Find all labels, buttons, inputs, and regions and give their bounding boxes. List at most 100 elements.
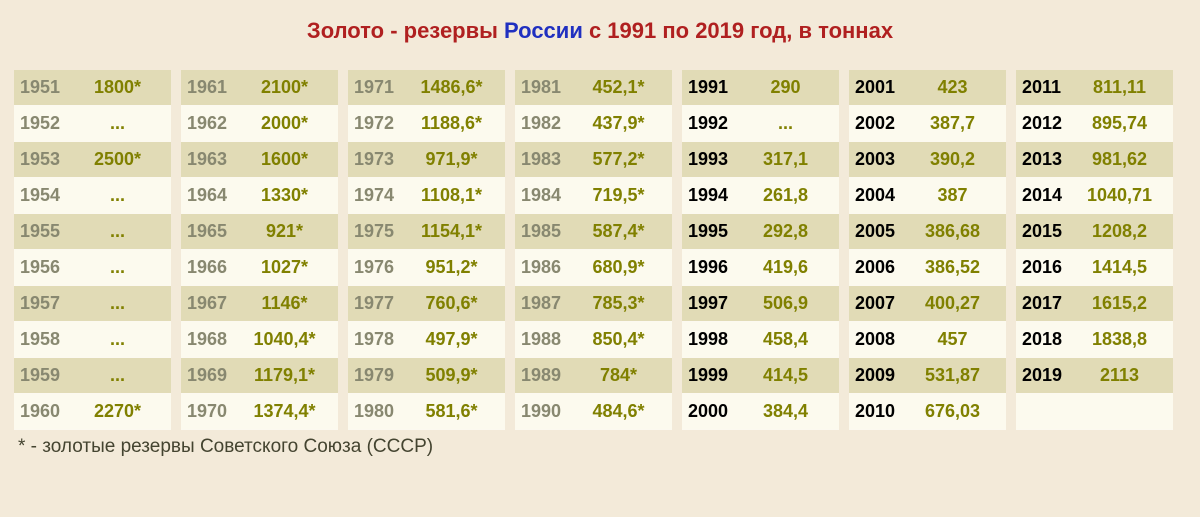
value-cell: 1108,1* bbox=[404, 185, 501, 206]
value-cell: 317,1 bbox=[738, 149, 835, 170]
data-row: 1986680,9* bbox=[515, 250, 672, 286]
year-cell: 1952 bbox=[20, 113, 70, 134]
data-row: 1976951,2* bbox=[348, 250, 505, 286]
data-row: 19681040,4* bbox=[181, 322, 338, 358]
value-cell: 971,9* bbox=[404, 149, 501, 170]
value-cell: 384,4 bbox=[738, 401, 835, 422]
data-grid: 19511800*1952...19532500*1954...1955...1… bbox=[12, 70, 1188, 430]
value-cell: 2113 bbox=[1072, 365, 1169, 386]
year-cell: 1980 bbox=[354, 401, 404, 422]
title-part2: России bbox=[504, 18, 583, 43]
value-cell: ... bbox=[70, 365, 167, 386]
data-row: 1995292,8 bbox=[682, 214, 839, 250]
data-row: 1977760,6* bbox=[348, 286, 505, 322]
data-row: 1984719,5* bbox=[515, 178, 672, 214]
year-cell: 1982 bbox=[521, 113, 571, 134]
data-row: 2009531,87 bbox=[849, 358, 1006, 394]
data-row: 19691179,1* bbox=[181, 358, 338, 394]
value-cell: 785,3* bbox=[571, 293, 668, 314]
value-cell: 400,27 bbox=[905, 293, 1002, 314]
year-cell: 1958 bbox=[20, 329, 70, 350]
data-column: 2011811,112012895,742013981,6220141040,7… bbox=[1016, 70, 1173, 430]
value-cell: 587,4* bbox=[571, 221, 668, 242]
year-cell: 2006 bbox=[855, 257, 905, 278]
year-cell: 2000 bbox=[688, 401, 738, 422]
value-cell: 1615,2 bbox=[1072, 293, 1169, 314]
value-cell: 292,8 bbox=[738, 221, 835, 242]
title-part3: с 1991 по 2019 год, в тоннах bbox=[583, 18, 893, 43]
value-cell: 414,5 bbox=[738, 365, 835, 386]
year-cell: 1991 bbox=[688, 77, 738, 98]
year-cell: 1983 bbox=[521, 149, 571, 170]
year-cell: 2016 bbox=[1022, 257, 1072, 278]
year-cell: 1998 bbox=[688, 329, 738, 350]
year-cell: 1959 bbox=[20, 365, 70, 386]
data-row: 19532500* bbox=[14, 142, 171, 178]
data-row: 1980581,6* bbox=[348, 394, 505, 430]
value-cell: 680,9* bbox=[571, 257, 668, 278]
value-cell: 981,62 bbox=[1072, 149, 1169, 170]
footnote: * - золотые резервы Советского Союза (СС… bbox=[12, 436, 1188, 458]
data-row: 1957... bbox=[14, 286, 171, 322]
year-cell: 1999 bbox=[688, 365, 738, 386]
year-cell: 2015 bbox=[1022, 221, 1072, 242]
value-cell: ... bbox=[70, 113, 167, 134]
data-row: 19511800* bbox=[14, 70, 171, 106]
data-row: 20181838,8 bbox=[1016, 322, 1173, 358]
data-row: 1990484,6* bbox=[515, 394, 672, 430]
data-row: 1994261,8 bbox=[682, 178, 839, 214]
value-cell: 386,68 bbox=[905, 221, 1002, 242]
year-cell: 1964 bbox=[187, 185, 237, 206]
data-row: 1992... bbox=[682, 106, 839, 142]
year-cell: 2007 bbox=[855, 293, 905, 314]
data-row: 1956... bbox=[14, 250, 171, 286]
value-cell: 784* bbox=[571, 365, 668, 386]
value-cell: 457 bbox=[905, 329, 1002, 350]
value-cell: 811,11 bbox=[1072, 77, 1169, 98]
value-cell: 2000* bbox=[237, 113, 334, 134]
data-row: 19701374,4* bbox=[181, 394, 338, 430]
value-cell: 497,9* bbox=[404, 329, 501, 350]
value-cell: 484,6* bbox=[571, 401, 668, 422]
data-row: 19721188,6* bbox=[348, 106, 505, 142]
year-cell: 2014 bbox=[1022, 185, 1072, 206]
data-row: 1987785,3* bbox=[515, 286, 672, 322]
year-cell: 1951 bbox=[20, 77, 70, 98]
value-cell: 531,87 bbox=[905, 365, 1002, 386]
year-cell: 1963 bbox=[187, 149, 237, 170]
data-row: 1959... bbox=[14, 358, 171, 394]
value-cell: ... bbox=[738, 113, 835, 134]
year-cell: 1965 bbox=[187, 221, 237, 242]
value-cell: 1188,6* bbox=[404, 113, 501, 134]
data-row: 2008457 bbox=[849, 322, 1006, 358]
year-cell: 2003 bbox=[855, 149, 905, 170]
data-row: 2010676,03 bbox=[849, 394, 1006, 430]
year-cell: 1992 bbox=[688, 113, 738, 134]
data-row: 2004387 bbox=[849, 178, 1006, 214]
data-column: 19612100*19622000*19631600*19641330*1965… bbox=[181, 70, 338, 430]
year-cell: 1981 bbox=[521, 77, 571, 98]
value-cell: 719,5* bbox=[571, 185, 668, 206]
year-cell: 1987 bbox=[521, 293, 571, 314]
value-cell: ... bbox=[70, 257, 167, 278]
value-cell: 1838,8 bbox=[1072, 329, 1169, 350]
data-row: 1998458,4 bbox=[682, 322, 839, 358]
data-row: 1985587,4* bbox=[515, 214, 672, 250]
value-cell: ... bbox=[70, 329, 167, 350]
year-cell: 1955 bbox=[20, 221, 70, 242]
year-cell: 2009 bbox=[855, 365, 905, 386]
data-row: 20192113 bbox=[1016, 358, 1173, 394]
data-row: 2003390,2 bbox=[849, 142, 1006, 178]
value-cell: ... bbox=[70, 221, 167, 242]
year-cell: 2013 bbox=[1022, 149, 1072, 170]
value-cell: 895,74 bbox=[1072, 113, 1169, 134]
value-cell: 581,6* bbox=[404, 401, 501, 422]
value-cell: 1208,2 bbox=[1072, 221, 1169, 242]
data-row: 2002387,7 bbox=[849, 106, 1006, 142]
data-row: 1991290 bbox=[682, 70, 839, 106]
data-row: 1993317,1 bbox=[682, 142, 839, 178]
value-cell: 1414,5 bbox=[1072, 257, 1169, 278]
year-cell: 1979 bbox=[354, 365, 404, 386]
value-cell: 1486,6* bbox=[404, 77, 501, 98]
year-cell: 1990 bbox=[521, 401, 571, 422]
